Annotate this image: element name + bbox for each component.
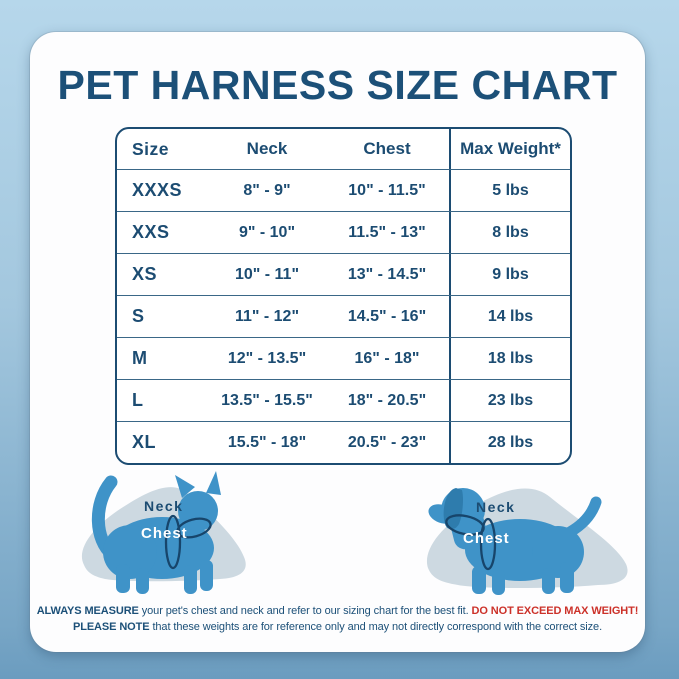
cell-neck: 15.5" - 18" bbox=[227, 433, 307, 451]
cell-chest: 11.5" - 13" bbox=[348, 223, 426, 241]
cell-neck: 10" - 11" bbox=[234, 265, 300, 283]
cell-size: XS bbox=[132, 264, 158, 284]
table-row: L 13.5" - 15.5" 18" - 20.5" 23 lbs bbox=[117, 379, 570, 421]
cat-icon bbox=[81, 471, 246, 594]
table-row: M 12" - 13.5" 16" - 18" 18 lbs bbox=[117, 337, 570, 379]
footer-warning-text: DO NOT EXCEED MAX WEIGHT! bbox=[471, 605, 639, 617]
cell-weight: 23 lbs bbox=[449, 380, 570, 421]
cell-neck: 12" - 13.5" bbox=[227, 349, 307, 367]
cell-chest: 13" - 14.5" bbox=[347, 265, 427, 283]
cell-weight: 5 lbs bbox=[449, 170, 570, 211]
cell-neck: 8" - 9" bbox=[243, 181, 291, 199]
footer-note-bold: PLEASE NOTE bbox=[72, 621, 150, 634]
footer-note-text: that these weights are for reference onl… bbox=[149, 621, 603, 634]
cell-size: L bbox=[132, 390, 144, 410]
cell-chest: 16" - 18" bbox=[354, 349, 420, 367]
table-row: XS 10" - 11" 13" - 14.5" 9 lbs bbox=[117, 253, 570, 295]
header-chest: Chest bbox=[363, 139, 411, 158]
page-title: PET HARNESS SIZE CHART bbox=[57, 62, 618, 108]
table-row: S 11" - 12" 14.5" - 16" 14 lbs bbox=[117, 295, 570, 337]
cell-chest: 10" - 11.5" bbox=[348, 181, 426, 199]
cell-size: XXXS bbox=[132, 180, 183, 200]
dog-icon bbox=[426, 488, 628, 595]
footer-measure-line: ALWAYS MEASURE your pet's chest and neck… bbox=[30, 603, 645, 619]
cell-neck: 11" - 12" bbox=[234, 307, 300, 325]
cell-size: M bbox=[132, 348, 148, 368]
cell-chest: 20.5" - 23" bbox=[347, 433, 427, 451]
footer-measure-text: your pet's chest and neck and refer to o… bbox=[138, 605, 472, 617]
footer-measure-bold: ALWAYS MEASURE bbox=[36, 605, 139, 617]
dog-neck-label: Neck bbox=[476, 499, 516, 515]
footer-notes: ALWAYS MEASURE your pet's chest and neck… bbox=[30, 603, 645, 636]
cell-weight: 28 lbs bbox=[449, 422, 570, 463]
cat-neck-label: Neck bbox=[144, 498, 184, 514]
cell-weight: 9 lbs bbox=[449, 254, 570, 295]
header-neck: Neck bbox=[246, 139, 288, 158]
cell-neck: 9" - 10" bbox=[238, 223, 296, 241]
cat-measurement-diagram: Neck Chest bbox=[70, 468, 270, 628]
table-row: XL 15.5" - 18" 20.5" - 23" 28 lbs bbox=[117, 421, 570, 463]
footer-note-line: PLEASE NOTE that these weights are for r… bbox=[30, 619, 645, 635]
header-max-weight: Max Weight* bbox=[449, 129, 570, 169]
table-header-row: Size Neck Chest Max Weight* bbox=[117, 129, 570, 169]
size-table: Size Neck Chest Max Weight* XXXS 8" - 9"… bbox=[115, 127, 572, 465]
header-size: Size bbox=[132, 138, 170, 159]
cell-weight: 8 lbs bbox=[449, 212, 570, 253]
size-chart-card: PET HARNESS SIZE CHART Size Neck Chest M… bbox=[30, 32, 645, 652]
cell-neck: 13.5" - 15.5" bbox=[221, 391, 313, 409]
table-row: XXXS 8" - 9" 10" - 11.5" 5 lbs bbox=[117, 169, 570, 211]
cell-chest: 18" - 20.5" bbox=[347, 391, 427, 409]
cell-size: XL bbox=[132, 432, 157, 452]
cat-chest-label: Chest bbox=[141, 525, 188, 542]
cell-chest: 14.5" - 16" bbox=[347, 307, 427, 325]
cell-weight: 18 lbs bbox=[449, 338, 570, 379]
cell-weight: 14 lbs bbox=[449, 296, 570, 337]
cell-size: XXS bbox=[132, 222, 170, 242]
dog-chest-label: Chest bbox=[463, 530, 510, 547]
cell-size: S bbox=[132, 306, 145, 326]
table-row: XXS 9" - 10" 11.5" - 13" 8 lbs bbox=[117, 211, 570, 253]
dog-measurement-diagram: Neck Chest bbox=[420, 468, 640, 628]
